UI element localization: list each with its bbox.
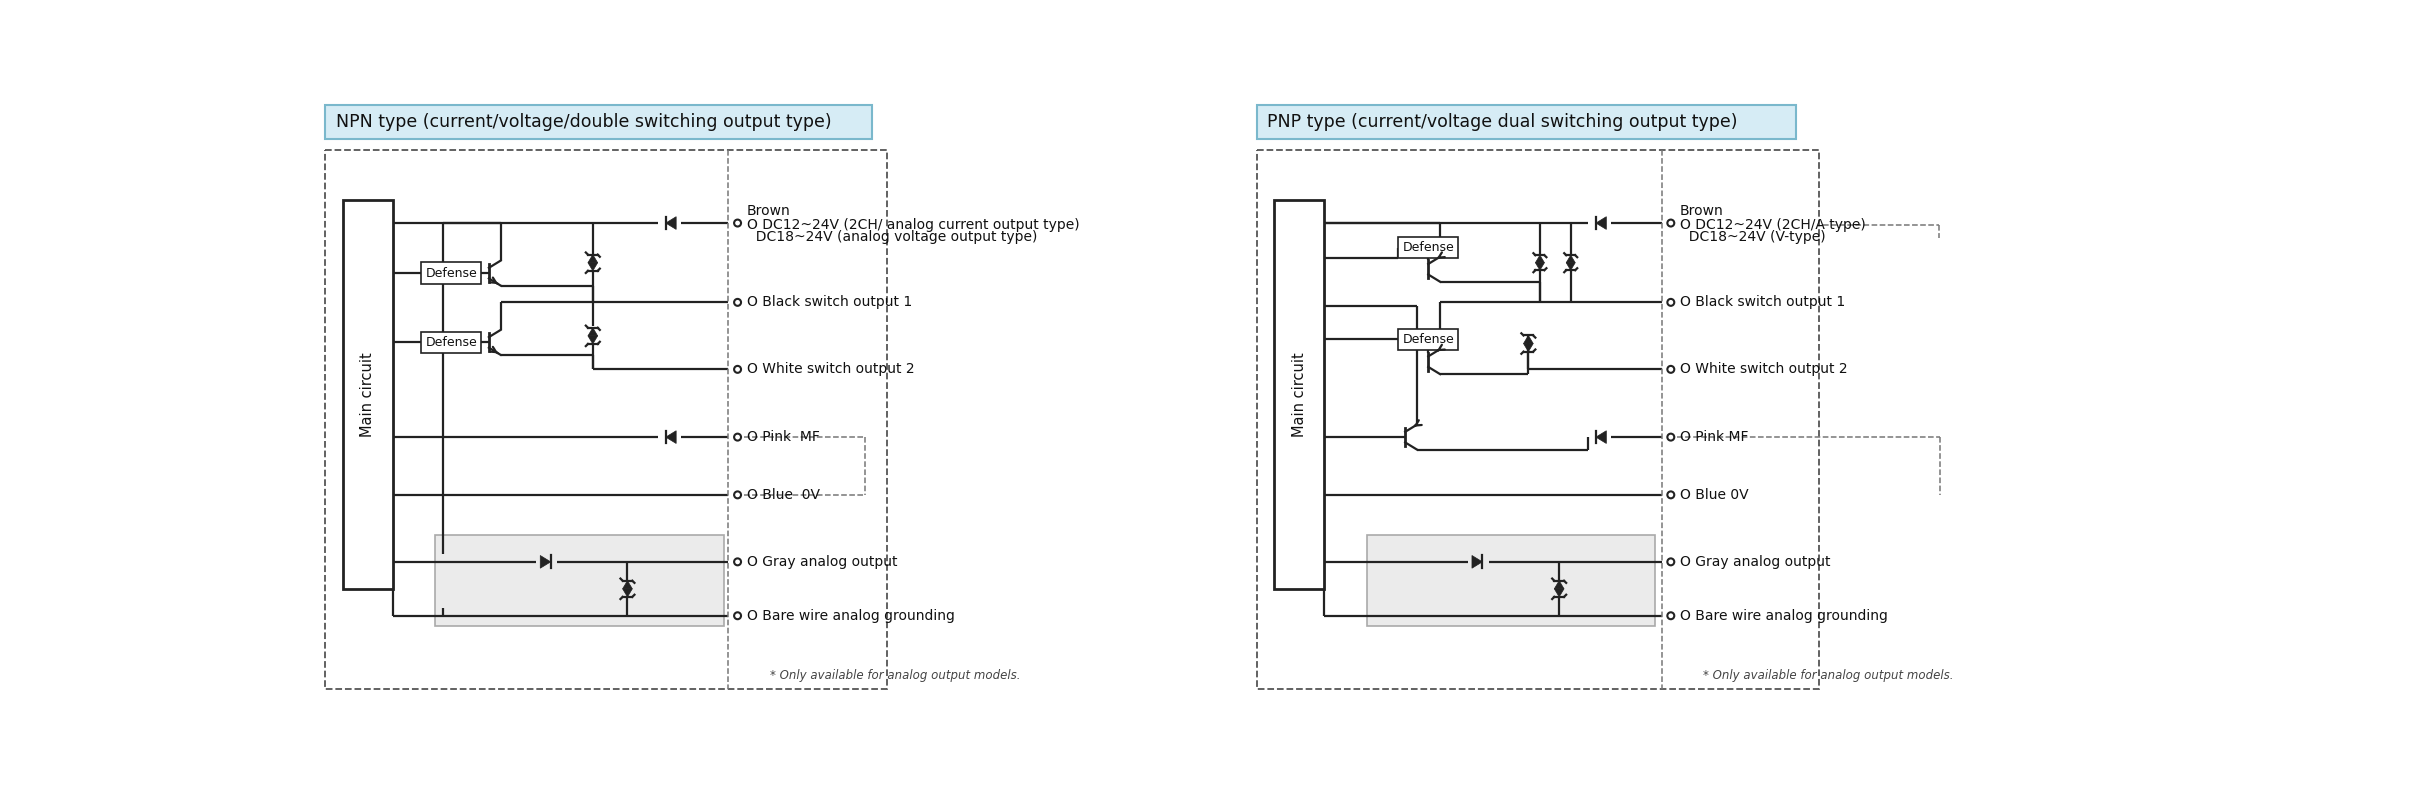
Text: O DC12~24V (2CH/A type): O DC12~24V (2CH/A type) bbox=[1681, 218, 1867, 231]
Text: O Bare wire analog grounding: O Bare wire analog grounding bbox=[746, 609, 954, 622]
Polygon shape bbox=[1596, 430, 1606, 443]
Polygon shape bbox=[1555, 589, 1565, 597]
Text: Brown: Brown bbox=[1681, 204, 1724, 218]
Circle shape bbox=[1666, 558, 1674, 566]
Polygon shape bbox=[587, 336, 597, 344]
Text: O Blue  0V: O Blue 0V bbox=[746, 488, 819, 502]
Circle shape bbox=[1666, 219, 1674, 226]
Text: NPN type (current/voltage/double switching output type): NPN type (current/voltage/double switchi… bbox=[336, 113, 831, 131]
Circle shape bbox=[734, 558, 741, 566]
Text: Defense: Defense bbox=[425, 266, 478, 280]
Circle shape bbox=[734, 491, 741, 498]
Bar bbox=[343, 200, 394, 589]
Text: O White switch output 2: O White switch output 2 bbox=[746, 362, 915, 376]
Polygon shape bbox=[1524, 343, 1534, 352]
Polygon shape bbox=[587, 328, 597, 336]
Circle shape bbox=[734, 434, 741, 441]
Text: Defense: Defense bbox=[1403, 241, 1454, 254]
Text: Brown: Brown bbox=[746, 204, 790, 218]
Polygon shape bbox=[623, 589, 633, 597]
Bar bbox=[1275, 200, 1323, 589]
Text: O Pink MF: O Pink MF bbox=[1681, 430, 1748, 444]
Polygon shape bbox=[587, 254, 597, 262]
Polygon shape bbox=[587, 262, 597, 270]
Text: Main circuit: Main circuit bbox=[1292, 352, 1307, 437]
Text: O Pink  MF: O Pink MF bbox=[746, 430, 819, 444]
Text: O Gray analog output: O Gray analog output bbox=[746, 555, 898, 569]
Bar bbox=[435, 535, 724, 626]
Text: DC18~24V (analog voltage output type): DC18~24V (analog voltage output type) bbox=[746, 230, 1036, 244]
Text: O Gray analog output: O Gray analog output bbox=[1681, 555, 1831, 569]
Circle shape bbox=[1666, 434, 1674, 441]
Polygon shape bbox=[1473, 555, 1483, 568]
Text: * Only available for analog output models.: * Only available for analog output model… bbox=[1703, 669, 1954, 682]
Circle shape bbox=[1666, 299, 1674, 306]
Text: Defense: Defense bbox=[1403, 333, 1454, 346]
Circle shape bbox=[734, 299, 741, 306]
Bar bbox=[420, 262, 481, 284]
Polygon shape bbox=[1536, 255, 1546, 262]
Text: O Bare wire analog grounding: O Bare wire analog grounding bbox=[1681, 609, 1889, 622]
Polygon shape bbox=[1524, 335, 1534, 343]
Text: O Black switch output 1: O Black switch output 1 bbox=[1681, 295, 1845, 310]
Polygon shape bbox=[623, 581, 633, 589]
Text: O White switch output 2: O White switch output 2 bbox=[1681, 362, 1847, 376]
Polygon shape bbox=[541, 555, 551, 568]
Polygon shape bbox=[1596, 217, 1606, 230]
Polygon shape bbox=[667, 430, 676, 443]
Polygon shape bbox=[1567, 255, 1575, 262]
Bar bbox=[420, 332, 481, 353]
Bar bbox=[1256, 150, 1818, 689]
Text: O Black switch output 1: O Black switch output 1 bbox=[746, 295, 913, 310]
Bar bbox=[1398, 237, 1459, 258]
Text: DC18~24V (V-type): DC18~24V (V-type) bbox=[1681, 230, 1826, 244]
Bar bbox=[326, 150, 886, 689]
Text: O DC12~24V (2CH/ analog current output type): O DC12~24V (2CH/ analog current output t… bbox=[746, 218, 1080, 231]
Bar bbox=[326, 106, 872, 139]
Text: PNP type (current/voltage dual switching output type): PNP type (current/voltage dual switching… bbox=[1268, 113, 1739, 131]
Circle shape bbox=[1666, 612, 1674, 619]
Polygon shape bbox=[1536, 262, 1546, 270]
Text: Main circuit: Main circuit bbox=[360, 352, 374, 437]
Bar bbox=[1367, 535, 1654, 626]
Circle shape bbox=[734, 366, 741, 373]
Text: * Only available for analog output models.: * Only available for analog output model… bbox=[770, 669, 1022, 682]
Text: O Blue 0V: O Blue 0V bbox=[1681, 488, 1748, 502]
Circle shape bbox=[1666, 491, 1674, 498]
Text: Defense: Defense bbox=[425, 336, 478, 349]
Circle shape bbox=[734, 612, 741, 619]
Polygon shape bbox=[1555, 581, 1565, 589]
Bar bbox=[1398, 329, 1459, 350]
Circle shape bbox=[734, 219, 741, 226]
Bar bbox=[1256, 106, 1797, 139]
Polygon shape bbox=[1567, 262, 1575, 270]
Polygon shape bbox=[667, 217, 676, 230]
Circle shape bbox=[1666, 366, 1674, 373]
